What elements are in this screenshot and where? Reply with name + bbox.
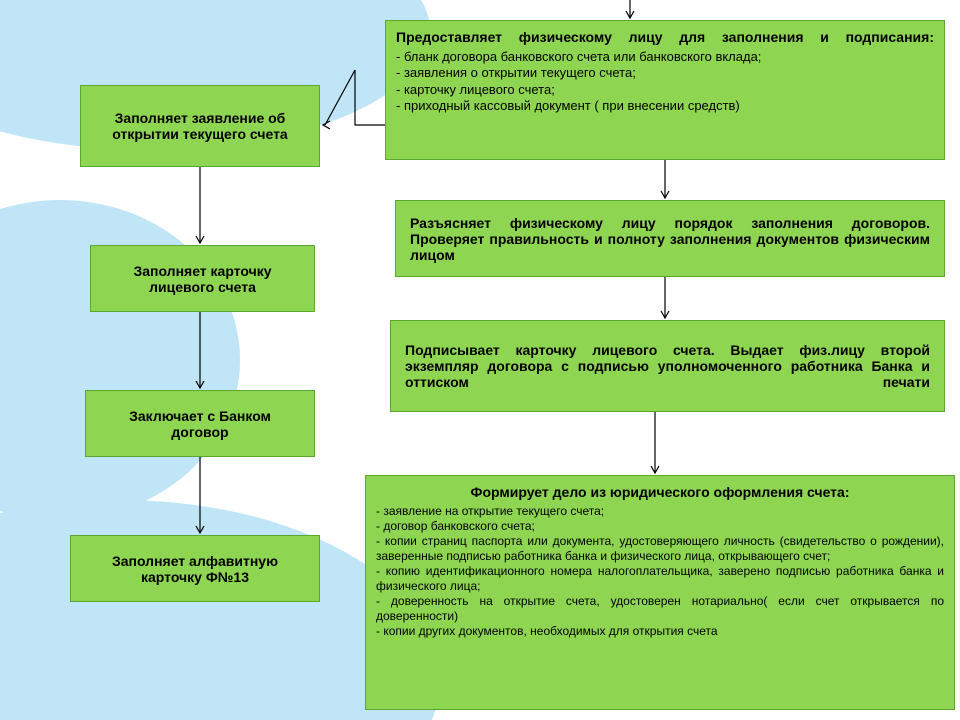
box-item: - договор банковского счета;: [376, 519, 944, 534]
box-title: Разъясняет физическому лицу порядок запо…: [410, 215, 930, 263]
box-item: - копии других документов, необходимых д…: [376, 624, 944, 639]
box-item: - карточку лицевого счета;: [396, 82, 934, 98]
box-item: - копию идентификационного номера налого…: [376, 564, 944, 594]
box-title: Заполняет заявление об открытии текущего…: [95, 110, 305, 142]
box-title: Подписывает карточку лицевого счета. Выд…: [405, 342, 930, 390]
box-item: - заявления о открытии текущего счета;: [396, 65, 934, 81]
box-item: - приходный кассовый документ ( при внес…: [396, 98, 934, 114]
flow-box-left2: Заполняет карточку лицевого счета: [90, 245, 315, 312]
box-title: Предоставляет физическому лицу для запол…: [396, 29, 934, 45]
flow-box-right1: Предоставляет физическому лицу для запол…: [385, 20, 945, 160]
box-title: Заполняет алфавитную карточку Ф№13: [85, 553, 305, 585]
flow-box-right4: Формирует дело из юридического оформлени…: [365, 475, 955, 710]
flow-box-right2: Разъясняет физическому лицу порядок запо…: [395, 200, 945, 277]
box-title: Заполняет карточку лицевого счета: [105, 263, 300, 295]
box-item: - доверенность на открытие счета, удосто…: [376, 594, 944, 624]
box-item: - бланк договора банковского счета или б…: [396, 49, 934, 65]
box-item: - заявление на открытие текущего счета;: [376, 504, 944, 519]
flow-box-right3: Подписывает карточку лицевого счета. Выд…: [390, 320, 945, 412]
box-title: Заключает с Банком договор: [100, 408, 300, 440]
box-title: Формирует дело из юридического оформлени…: [376, 484, 944, 500]
flow-box-left1: Заполняет заявление об открытии текущего…: [80, 85, 320, 167]
box-item: - копии страниц паспорта или документа, …: [376, 534, 944, 564]
flow-box-left4: Заполняет алфавитную карточку Ф№13: [70, 535, 320, 602]
flow-box-left3: Заключает с Банком договор: [85, 390, 315, 457]
